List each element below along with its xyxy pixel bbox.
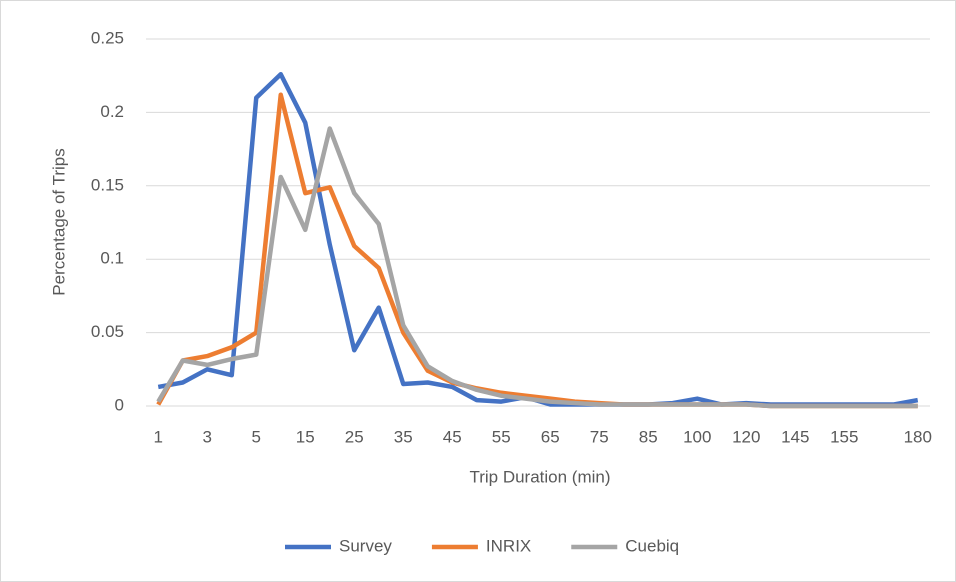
- x-tick-label: 1: [154, 427, 163, 446]
- x-tick-label: 3: [203, 427, 212, 446]
- y-tick-label: 0.15: [91, 175, 124, 194]
- x-tick-label: 25: [345, 427, 364, 446]
- legend-label: Cuebiq: [625, 536, 679, 555]
- legend-label: Survey: [339, 536, 392, 555]
- y-axis-label: Percentage of Trips: [49, 148, 68, 295]
- x-tick-label: 145: [781, 427, 809, 446]
- x-tick-label: 45: [443, 427, 462, 446]
- y-tick-label: 0.2: [100, 102, 124, 121]
- x-tick-label: 35: [394, 427, 413, 446]
- x-tick-label: 15: [296, 427, 315, 446]
- x-tick-label: 65: [541, 427, 560, 446]
- y-tick-label: 0.1: [100, 249, 124, 268]
- x-tick-label: 5: [252, 427, 261, 446]
- y-tick-label: 0.25: [91, 28, 124, 47]
- x-tick-label: 180: [904, 427, 932, 446]
- x-axis-label: Trip Duration (min): [469, 467, 610, 486]
- x-tick-label: 120: [732, 427, 760, 446]
- y-tick-label: 0: [115, 395, 124, 414]
- y-tick-label: 0.05: [91, 322, 124, 341]
- x-tick-label: 55: [492, 427, 511, 446]
- series-line: [156, 126, 918, 409]
- x-tick-label: 85: [639, 427, 658, 446]
- legend-label: INRIX: [486, 536, 531, 555]
- x-tick-label: 155: [830, 427, 858, 446]
- x-tick-label: 100: [683, 427, 711, 446]
- x-tick-label: 75: [590, 427, 609, 446]
